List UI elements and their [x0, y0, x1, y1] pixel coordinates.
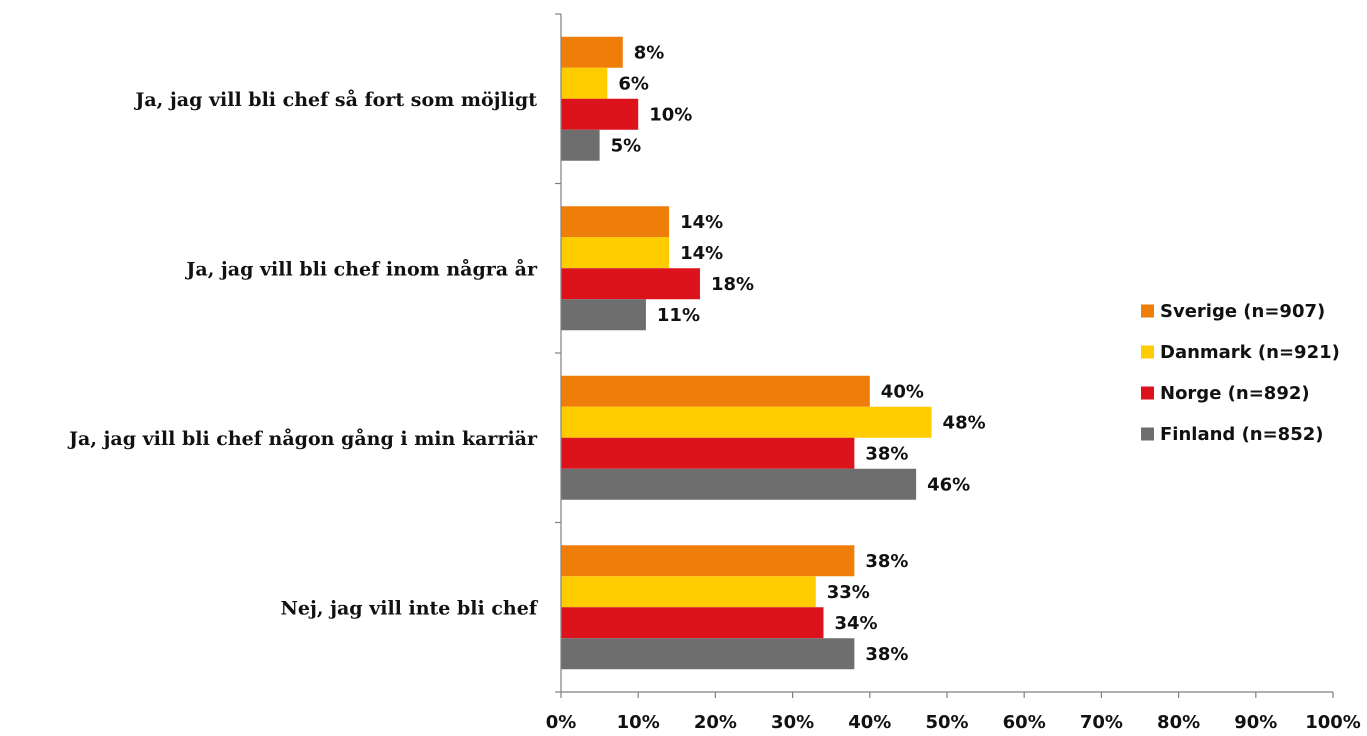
x-tick-label: 60% [1003, 712, 1046, 733]
x-tick-label: 50% [925, 712, 968, 733]
legend: Sverige (n=907) Danmark (n=921) Norge (n=8… [1141, 301, 1340, 445]
axes-group [555, 13, 1334, 698]
legend-swatch [1141, 427, 1154, 441]
tick-labels-group: 0% 10% 20% 30% 40% 50% 60% 70% 80% 90% 100% [546, 712, 1361, 733]
bar-2-1 [561, 67, 608, 99]
legend-swatch [1141, 386, 1154, 400]
category-label: Ja, jag vill bli chef så fort som möjlig… [133, 88, 537, 111]
legend-label: Danmark (n=921) [1160, 342, 1340, 363]
bar-3-1 [561, 98, 639, 130]
x-tick-label: 20% [694, 712, 737, 733]
value-label: 34% [834, 613, 877, 634]
category-label: Nej, jag vill inte bli chef [281, 597, 539, 619]
legend-label: Finland (n=852) [1160, 424, 1324, 445]
value-label: 11% [657, 305, 700, 326]
legend-label: Sverige (n=907) [1160, 301, 1325, 322]
value-label: 18% [711, 274, 754, 295]
bar-4-4 [561, 638, 855, 670]
x-tick-label: 70% [1080, 712, 1123, 733]
bar-1-2 [561, 206, 670, 238]
category-label: Ja, jag vill bli chef någon gång i min k… [67, 427, 538, 450]
bar-1-1 [561, 36, 623, 68]
x-tick-label: 10% [617, 712, 660, 733]
value-label: 8% [634, 42, 665, 63]
bar-2-2 [561, 237, 670, 269]
bar-2-4 [561, 576, 816, 608]
value-label: 46% [927, 474, 970, 495]
value-label: 6% [618, 73, 649, 94]
x-tick-label: 30% [771, 712, 814, 733]
value-label: 38% [865, 443, 908, 464]
value-label: 10% [649, 104, 692, 125]
bars-group [561, 36, 932, 670]
category-label: Ja, jag vill bli chef inom några år [184, 257, 538, 280]
bar-4-2 [561, 299, 646, 331]
value-label: 40% [881, 381, 924, 402]
x-tick-label: 80% [1157, 712, 1200, 733]
bar-1-4 [561, 545, 855, 577]
x-tick-label: 40% [848, 712, 891, 733]
bar-3-2 [561, 268, 700, 300]
value-label: 14% [680, 243, 723, 264]
value-label: 48% [943, 412, 986, 433]
legend-label: Norge (n=892) [1160, 383, 1310, 404]
value-labels-group: 8% 6%10% 5% 14% 14% 18% 11% 40% 48% 38% 46% 38% 33% 3… [611, 42, 986, 665]
category-labels-group: Ja, jag vill bli chef så fort som möjlig… [67, 88, 539, 620]
bar-3-3 [561, 437, 855, 469]
x-tick-label: 0% [546, 712, 577, 733]
value-label: 5% [611, 135, 642, 156]
value-label: 33% [827, 582, 870, 603]
bar-2-3 [561, 406, 932, 438]
legend-swatch [1141, 304, 1154, 318]
legend-swatch [1141, 345, 1154, 359]
x-tick-label: 90% [1234, 712, 1277, 733]
value-label: 38% [865, 644, 908, 665]
x-tick-label: 100% [1305, 712, 1361, 733]
bar-3-4 [561, 607, 824, 639]
bar-1-3 [561, 375, 870, 407]
value-label: 14% [680, 212, 723, 233]
bar-4-3 [561, 468, 917, 500]
value-label: 38% [865, 551, 908, 572]
bar-4-1 [561, 129, 600, 161]
